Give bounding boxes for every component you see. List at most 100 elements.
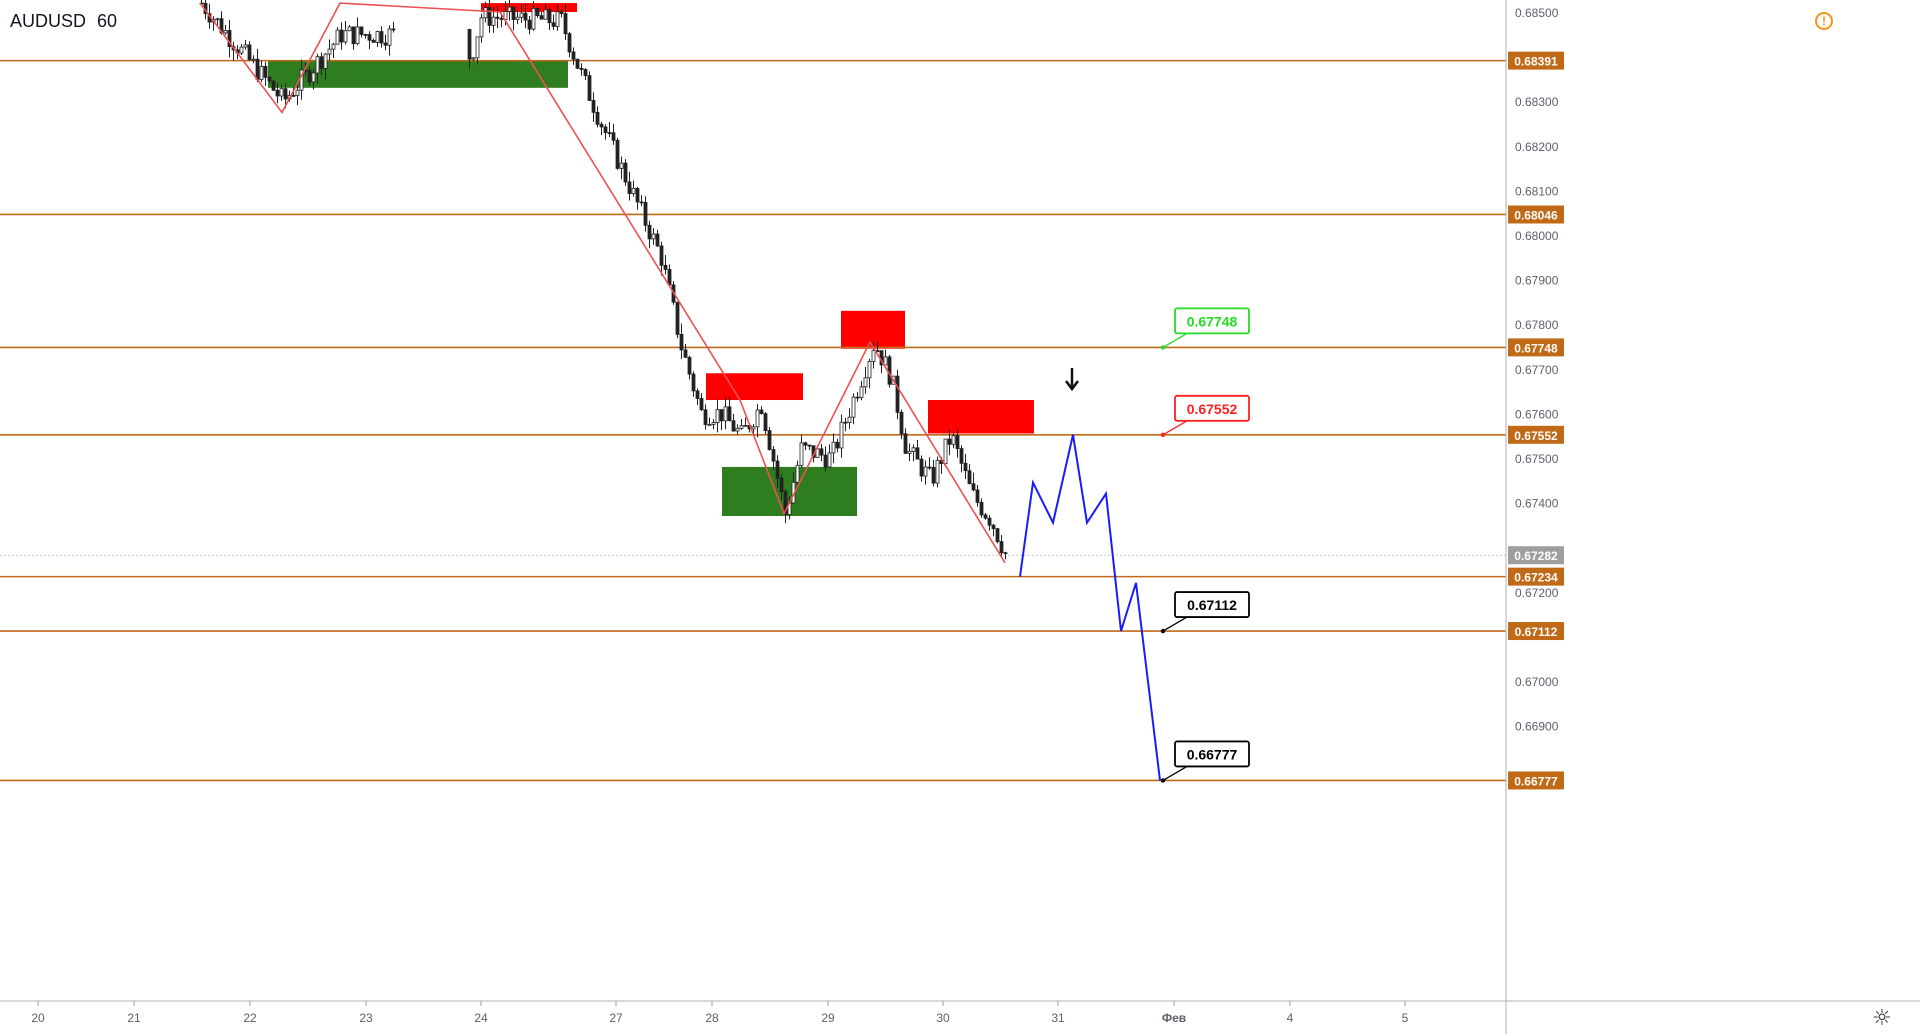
candle-body [803,442,808,446]
candle-body [635,187,640,203]
candle-body [383,42,388,46]
callout-label: 0.67552 [1187,401,1238,417]
candle-body [971,483,976,491]
candle-body [679,333,684,351]
candle-body [271,80,276,91]
candle-body [743,425,748,427]
candle-body [359,26,364,35]
candle-body [963,462,968,472]
candle-body [547,9,552,24]
level-price-tag-label: 0.68046 [1514,208,1558,222]
candle-body [495,16,500,19]
candle-body [739,425,744,429]
candle-body [279,88,284,97]
callout-pointer [1162,765,1188,782]
callout-box[interactable] [1174,307,1250,335]
candle-body [523,12,528,21]
warning-icon[interactable]: ! [1815,12,1833,30]
candle-body [367,34,372,41]
candle-body [539,15,544,20]
candles-layer [199,0,1008,560]
candle-body [283,88,288,100]
candle-body [567,33,572,53]
level-price-tag[interactable] [1508,771,1564,790]
candle-body [663,264,668,270]
candle-body [571,51,576,60]
candle-body [607,132,612,134]
candle-body [987,517,992,526]
price-tick-label: 0.67800 [1515,318,1559,332]
callout-anchor [1160,778,1166,783]
annotation-lines-layer [199,2,1161,781]
level-price-tag[interactable] [1508,205,1564,224]
forecast-path[interactable] [1019,434,1161,781]
time-tick-label: 22 [243,1011,257,1025]
price-tick-label: 0.67400 [1515,497,1559,511]
callout-box[interactable] [1174,394,1250,422]
candle-body [491,16,496,26]
candle-body [999,541,1004,554]
level-price-tag[interactable] [1508,567,1564,586]
candle-body [883,356,888,366]
time-tick-label: 27 [609,1011,623,1025]
candle-body [755,409,760,428]
candle-body [515,16,520,20]
candle-body [275,89,280,97]
callout-pointer [1162,420,1188,436]
level-price-tag[interactable] [1508,622,1564,641]
callout-box[interactable] [1174,591,1250,618]
level-price-tag-label: 0.67748 [1514,341,1558,355]
candle-body [387,28,392,46]
candle-body [519,12,524,18]
candle-body [983,514,988,519]
candle-body [215,18,220,21]
candle-body [703,409,708,425]
time-tick-label: 23 [359,1011,373,1025]
candle-body [339,29,344,43]
candle-body [1003,552,1008,555]
price-tick-label: 0.67000 [1515,675,1559,689]
candle-body [475,36,480,59]
price-tick-label: 0.66900 [1515,720,1559,734]
candle-body [767,430,772,450]
zigzag-line[interactable] [199,2,1006,564]
candle-body [807,444,812,447]
supply-zone [481,3,577,12]
candle-body [487,7,492,26]
candle-body [863,377,868,388]
time-tick-label: 21 [127,1011,141,1025]
candle-body [715,409,720,423]
candle-body [603,126,608,133]
candle-body [511,6,516,20]
candle-body [351,26,356,45]
candle-body [255,58,260,80]
candle-body [959,448,964,464]
time-tick-label: Фев [1162,1011,1186,1025]
candle-body [927,466,932,469]
price-tick-label: 0.68200 [1515,140,1559,154]
candle-body [727,406,732,422]
candle-body [651,233,656,240]
level-price-tag[interactable] [1508,51,1564,70]
candle-body [771,449,776,462]
candle-body [583,69,588,77]
candle-body [507,6,512,12]
candle-body [847,416,852,423]
current-price-tag-label: 0.67282 [1514,549,1558,563]
candle-body [379,31,384,44]
candle-body [779,477,784,493]
levels-layer [0,59,1506,782]
candle-body [587,75,592,101]
callout-box[interactable] [1174,740,1250,768]
level-price-tag[interactable] [1508,338,1564,357]
settings-gear-icon[interactable]: ☼ [1872,1006,1892,1031]
candle-body [867,360,872,379]
candle-body [931,466,936,484]
callout-anchor [1160,345,1166,350]
candle-body [391,28,396,31]
candle-body [323,53,328,69]
level-price-tag-label: 0.67234 [1514,571,1558,585]
level-price-tag[interactable] [1508,425,1564,444]
